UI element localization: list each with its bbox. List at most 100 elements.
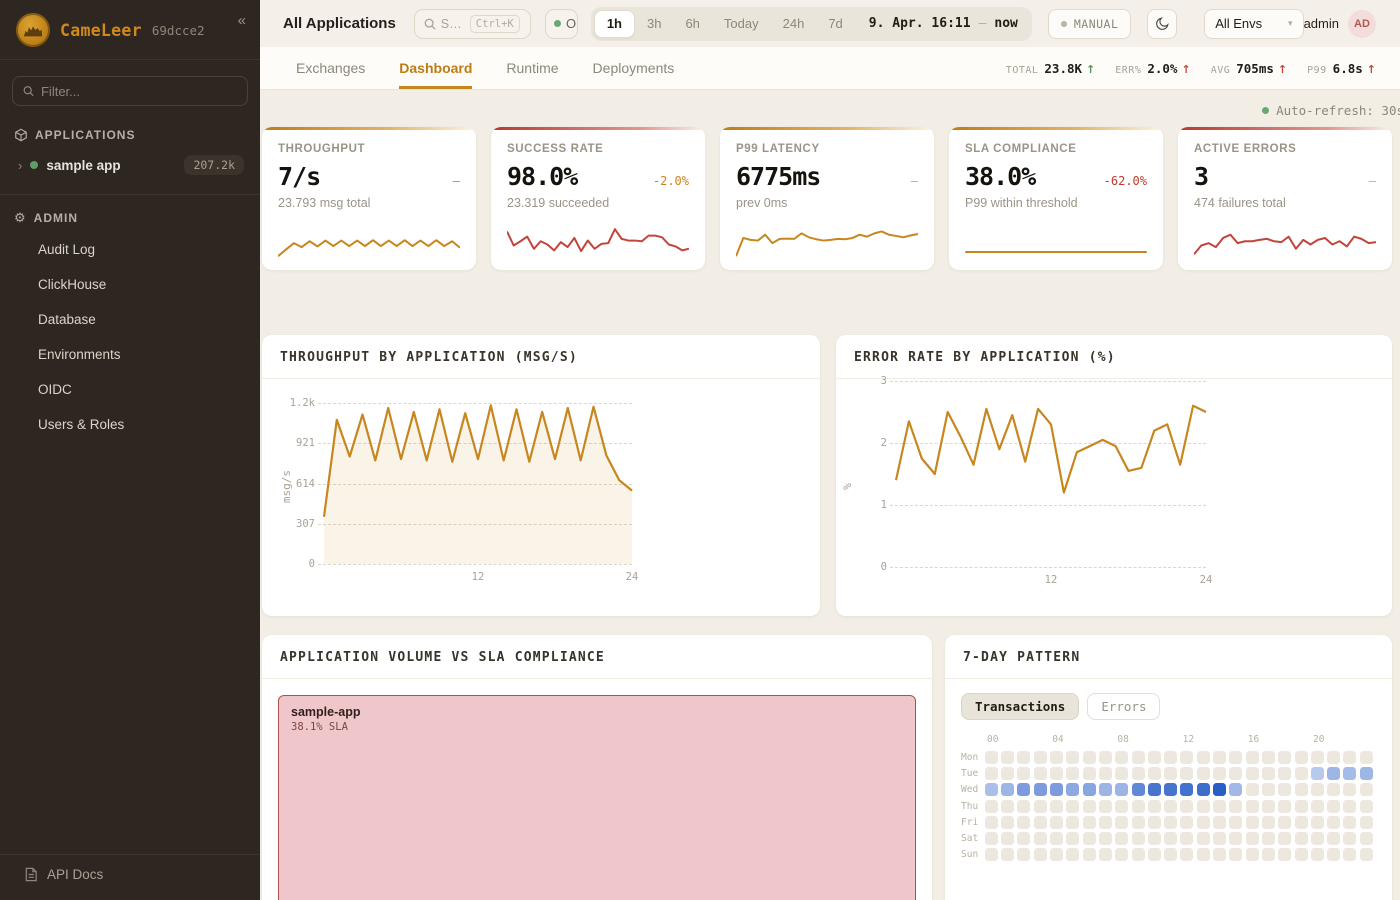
search-input[interactable] xyxy=(440,16,465,31)
heatmap-cell[interactable] xyxy=(1098,831,1112,845)
environment-select[interactable]: All Envs ▾ xyxy=(1204,8,1304,39)
heatmap-cell[interactable] xyxy=(1033,767,1047,781)
heatmap-cell[interactable] xyxy=(1180,767,1194,781)
heatmap-cell[interactable] xyxy=(1001,848,1015,862)
heatmap-cell[interactable] xyxy=(1327,751,1341,764)
heatmap-cell[interactable] xyxy=(1213,751,1227,764)
sidebar-filter-input[interactable] xyxy=(40,83,237,99)
heatmap-cell[interactable] xyxy=(1327,799,1341,813)
heatmap-cell[interactable] xyxy=(1229,815,1243,829)
heatmap-cell[interactable] xyxy=(1115,783,1129,797)
heatmap-cell[interactable] xyxy=(1343,783,1357,797)
heatmap-cell[interactable] xyxy=(1066,783,1080,797)
heatmap-cell[interactable] xyxy=(1213,848,1227,862)
heatmap-cell[interactable] xyxy=(1033,751,1047,764)
heatmap-cell[interactable] xyxy=(1115,751,1129,764)
heatmap-cell[interactable] xyxy=(1082,783,1096,797)
heatmap-cell[interactable] xyxy=(1164,831,1178,845)
heatmap-cell[interactable] xyxy=(1278,815,1292,829)
tab-runtime[interactable]: Runtime xyxy=(506,60,559,76)
heatmap-cell[interactable] xyxy=(1261,751,1275,764)
heatmap-cell[interactable] xyxy=(1066,799,1080,813)
heatmap-cell[interactable] xyxy=(1327,783,1341,797)
heatmap-cell[interactable] xyxy=(1082,751,1096,764)
heatmap-cell[interactable] xyxy=(1327,831,1341,845)
heatmap-cell[interactable] xyxy=(1131,848,1145,862)
heatmap-cell[interactable] xyxy=(1310,815,1324,829)
tab-dashboard[interactable]: Dashboard xyxy=(399,47,473,89)
sidebar-item-users-roles[interactable]: Users & Roles xyxy=(38,417,125,432)
tab-exchanges[interactable]: Exchanges xyxy=(296,60,366,76)
heatmap-cell[interactable] xyxy=(1213,767,1227,781)
heatmap-cell[interactable] xyxy=(1115,767,1129,781)
heatmap-cell[interactable] xyxy=(1115,815,1129,829)
heatmap-cell[interactable] xyxy=(1294,751,1308,764)
heatmap-cell[interactable] xyxy=(1082,767,1096,781)
heatmap-cell[interactable] xyxy=(1050,799,1064,813)
heatmap-cell[interactable] xyxy=(1294,767,1308,781)
heatmap-cell[interactable] xyxy=(1050,831,1064,845)
heatmap-cell[interactable] xyxy=(984,831,998,845)
heatmap-cell[interactable] xyxy=(1033,848,1047,862)
heatmap-cell[interactable] xyxy=(1180,783,1194,797)
heatmap-cell[interactable] xyxy=(1050,751,1064,764)
heatmap-cell[interactable] xyxy=(1196,815,1210,829)
heatmap-cell[interactable] xyxy=(1261,815,1275,829)
heatmap-cell[interactable] xyxy=(1343,831,1357,845)
range-today[interactable]: Today xyxy=(712,10,771,38)
heatmap-cell[interactable] xyxy=(1327,767,1341,781)
heatmap-cell[interactable] xyxy=(1359,799,1373,813)
sidebar-item-audit-log[interactable]: Audit Log xyxy=(38,242,96,257)
heatmap-cell[interactable] xyxy=(1229,783,1243,797)
heatmap-cell[interactable] xyxy=(1359,848,1373,862)
heatmap-cell[interactable] xyxy=(1310,831,1324,845)
heatmap-cell[interactable] xyxy=(1261,831,1275,845)
toggle-transactions[interactable]: Transactions xyxy=(961,693,1080,720)
heatmap-cell[interactable] xyxy=(1196,767,1210,781)
heatmap-cell[interactable] xyxy=(1098,751,1112,764)
heatmap-cell[interactable] xyxy=(1001,815,1015,829)
heatmap-cell[interactable] xyxy=(1359,767,1373,781)
heatmap-cell[interactable] xyxy=(1066,831,1080,845)
heatmap-cell[interactable] xyxy=(1001,799,1015,813)
heatmap-cell[interactable] xyxy=(1310,767,1324,781)
heatmap-cell[interactable] xyxy=(1131,799,1145,813)
heatmap-cell[interactable] xyxy=(1131,815,1145,829)
heatmap-cell[interactable] xyxy=(1147,799,1161,813)
heatmap-cell[interactable] xyxy=(1245,783,1259,797)
sidebar-collapse-button[interactable]: « xyxy=(237,12,246,29)
heatmap-cell[interactable] xyxy=(1017,831,1031,845)
heatmap-cell[interactable] xyxy=(1131,783,1145,797)
heatmap-cell[interactable] xyxy=(1294,799,1308,813)
sidebar-item-oidc[interactable]: OIDC xyxy=(38,382,72,397)
heatmap-cell[interactable] xyxy=(1278,831,1292,845)
heatmap-cell[interactable] xyxy=(1033,783,1047,797)
heatmap-cell[interactable] xyxy=(1098,799,1112,813)
heatmap-cell[interactable] xyxy=(1180,831,1194,845)
range-3h[interactable]: 3h xyxy=(635,10,673,38)
chevron-right-icon[interactable]: › xyxy=(18,157,23,173)
heatmap-cell[interactable] xyxy=(1343,799,1357,813)
heatmap-cell[interactable] xyxy=(984,848,998,862)
heatmap-cell[interactable] xyxy=(1343,767,1357,781)
heatmap-cell[interactable] xyxy=(1017,751,1031,764)
heatmap-cell[interactable] xyxy=(1164,767,1178,781)
heatmap-cell[interactable] xyxy=(1180,799,1194,813)
heatmap-cell[interactable] xyxy=(1327,848,1341,862)
heatmap-cell[interactable] xyxy=(1261,848,1275,862)
heatmap-cell[interactable] xyxy=(1359,751,1373,764)
heatmap-cell[interactable] xyxy=(1147,848,1161,862)
heatmap-cell[interactable] xyxy=(1229,848,1243,862)
heatmap-cell[interactable] xyxy=(1082,848,1096,862)
heatmap-cell[interactable] xyxy=(1245,751,1259,764)
heatmap-cell[interactable] xyxy=(1098,815,1112,829)
heatmap-cell[interactable] xyxy=(1310,848,1324,862)
heatmap-cell[interactable] xyxy=(1131,831,1145,845)
heatmap-cell[interactable] xyxy=(1082,815,1096,829)
heatmap-cell[interactable] xyxy=(1229,751,1243,764)
heatmap-cell[interactable] xyxy=(1180,751,1194,764)
heatmap-cell[interactable] xyxy=(1115,831,1129,845)
heatmap-cell[interactable] xyxy=(1343,848,1357,862)
heatmap-cell[interactable] xyxy=(1017,815,1031,829)
heatmap-cell[interactable] xyxy=(1033,831,1047,845)
